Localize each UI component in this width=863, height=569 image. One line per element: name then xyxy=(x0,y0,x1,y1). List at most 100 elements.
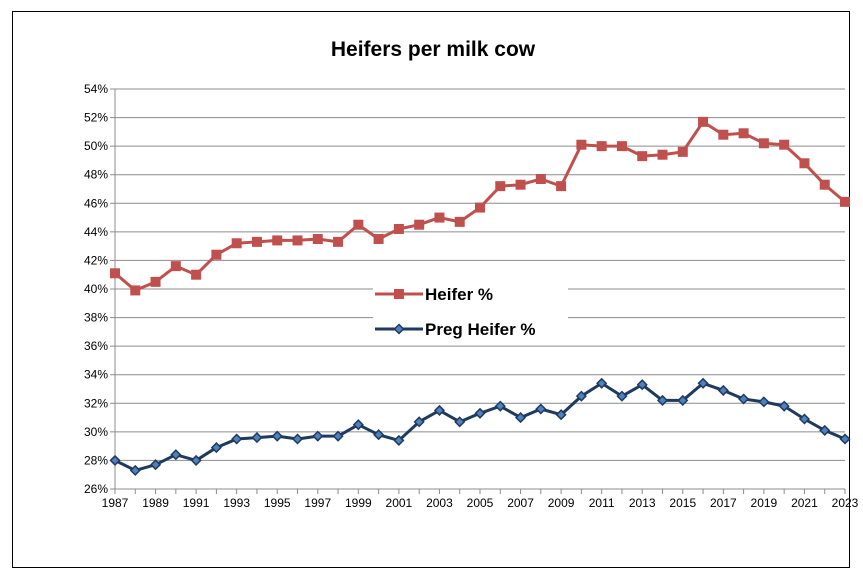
point-preg-heifer xyxy=(636,379,648,391)
point-heifer xyxy=(110,268,120,279)
point-heifer xyxy=(150,276,161,287)
x-tick-label: 2019 xyxy=(751,496,778,510)
series-group xyxy=(109,116,851,476)
point-heifer xyxy=(576,139,587,150)
legend: Heifer % Preg Heifer % xyxy=(373,273,568,343)
point-preg-heifer xyxy=(373,429,385,441)
point-preg-heifer xyxy=(596,377,608,389)
point-heifer xyxy=(353,219,364,230)
x-tick-label: 2007 xyxy=(507,496,534,510)
x-tick-label: 2011 xyxy=(589,496,615,510)
x-tick-label: 1989 xyxy=(142,496,169,510)
point-heifer xyxy=(616,141,627,152)
x-tick-label: 1995 xyxy=(264,496,291,510)
point-preg-heifer xyxy=(819,424,831,436)
x-tick-label: 1997 xyxy=(304,496,331,510)
point-heifer xyxy=(637,151,648,162)
x-tick-labels: 1987 1989 1991 1993 1995 1997 1999 2001 2003 2005… xyxy=(102,496,859,510)
x-tick-label: 1987 xyxy=(102,496,129,510)
x-tick-label: 2015 xyxy=(669,496,696,510)
y-tick-labels: 26% 28% 30% 32% 34% 36% 38% 40% 42% 44% 46% 48% 50% 5… xyxy=(84,82,108,496)
axes xyxy=(110,88,846,494)
point-heifer xyxy=(393,224,404,234)
point-preg-heifer xyxy=(839,433,851,445)
legend-label-heifer: Heifer % xyxy=(425,285,493,304)
point-preg-heifer xyxy=(332,430,344,442)
point-heifer xyxy=(718,129,729,140)
point-heifer xyxy=(211,249,222,260)
point-heifer xyxy=(819,179,830,190)
point-heifer xyxy=(312,234,323,244)
point-preg-heifer xyxy=(616,390,628,402)
x-tick-label: 1993 xyxy=(223,496,250,510)
point-preg-heifer xyxy=(190,454,202,466)
point-preg-heifer xyxy=(656,394,669,406)
point-heifer xyxy=(130,285,141,296)
y-tick-label: 46% xyxy=(84,196,108,210)
point-preg-heifer xyxy=(312,430,324,442)
point-heifer xyxy=(475,202,485,213)
point-heifer xyxy=(231,238,242,249)
point-preg-heifer xyxy=(149,459,162,471)
y-tick-label: 42% xyxy=(84,253,108,267)
y-tick-label: 30% xyxy=(84,425,108,439)
point-preg-heifer xyxy=(170,449,182,461)
point-heifer xyxy=(657,149,668,160)
x-tick-label: 2003 xyxy=(426,496,453,510)
point-heifer xyxy=(840,196,850,207)
point-heifer xyxy=(434,212,445,223)
y-tick-label: 48% xyxy=(84,168,108,182)
point-heifer xyxy=(515,179,526,190)
point-heifer xyxy=(495,181,506,192)
point-preg-heifer xyxy=(251,432,263,444)
y-tick-label: 26% xyxy=(84,482,108,496)
legend-label-preg-heifer: Preg Heifer % xyxy=(425,320,536,339)
y-tick-label: 40% xyxy=(84,282,108,296)
point-heifer xyxy=(677,146,688,157)
point-heifer xyxy=(170,261,181,272)
point-preg-heifer xyxy=(555,409,567,421)
y-tick-label: 54% xyxy=(84,82,108,96)
point-preg-heifer xyxy=(271,430,283,442)
point-heifer xyxy=(191,269,202,280)
series-line-preg-heifer xyxy=(114,381,846,472)
y-tick-label: 50% xyxy=(84,139,108,153)
point-heifer xyxy=(779,139,790,150)
point-preg-heifer xyxy=(778,400,790,412)
point-preg-heifer xyxy=(393,434,405,446)
x-tick-label: 2017 xyxy=(710,496,737,510)
point-preg-heifer xyxy=(494,400,506,412)
point-preg-heifer xyxy=(717,384,729,396)
point-heifer xyxy=(292,235,303,246)
legend-marker-heifer xyxy=(394,289,404,299)
point-preg-heifer xyxy=(798,413,811,425)
point-heifer xyxy=(799,158,810,169)
point-heifer xyxy=(556,181,567,192)
x-tick-label: 1991 xyxy=(183,496,210,510)
legend-marker-preg-heifer xyxy=(393,323,405,335)
y-tick-label: 52% xyxy=(84,111,108,125)
x-tick-label: 2013 xyxy=(629,496,656,510)
point-heifer xyxy=(698,116,709,127)
point-heifer xyxy=(454,216,465,227)
y-tick-label: 38% xyxy=(84,311,108,325)
chart-title: Heifers per milk cow xyxy=(331,38,536,61)
point-heifer xyxy=(414,219,425,230)
point-heifer xyxy=(373,234,384,244)
point-preg-heifer xyxy=(738,393,750,405)
point-preg-heifer xyxy=(210,442,222,454)
x-tick-label: 2001 xyxy=(386,496,413,510)
point-heifer xyxy=(333,236,344,247)
point-heifer xyxy=(272,235,283,246)
y-tick-label: 32% xyxy=(84,396,108,410)
point-preg-heifer xyxy=(514,412,527,424)
point-preg-heifer xyxy=(474,407,486,419)
point-heifer xyxy=(596,141,607,152)
point-preg-heifer xyxy=(109,454,121,466)
point-preg-heifer xyxy=(758,396,770,408)
point-heifer xyxy=(535,174,546,184)
point-preg-heifer xyxy=(697,377,709,389)
point-heifer xyxy=(251,236,262,247)
point-preg-heifer xyxy=(231,433,243,445)
